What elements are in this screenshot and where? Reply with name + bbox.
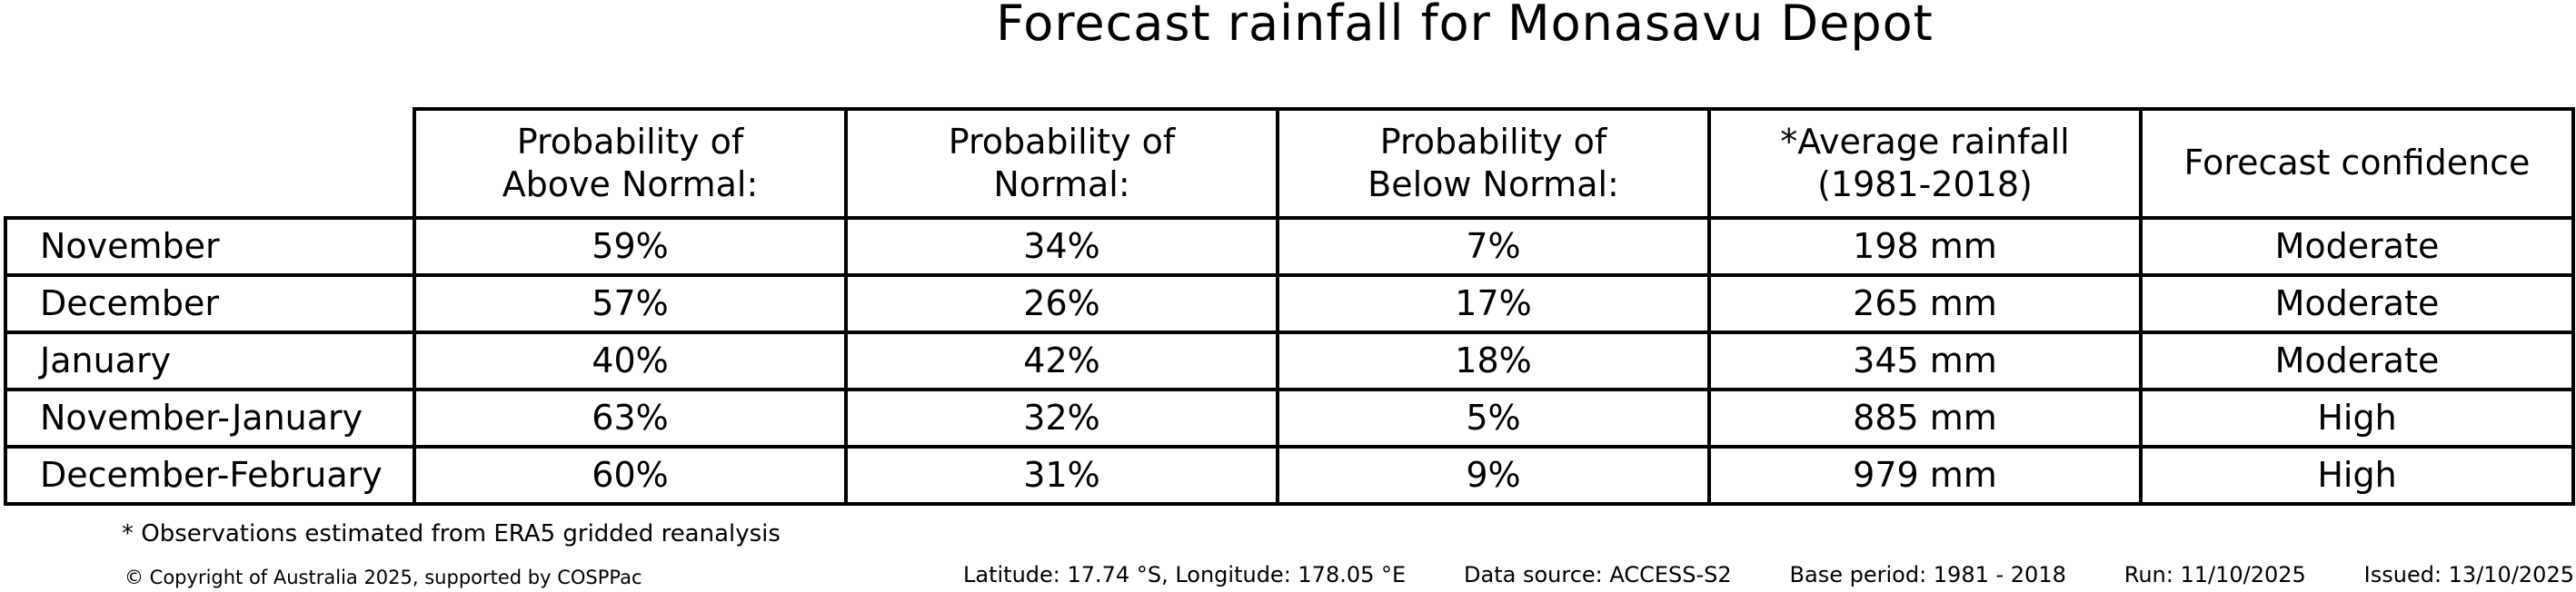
row-label: November — [4, 216, 416, 277]
info-bar: Latitude: 17.74 °S, Longitude: 178.05 °E… — [963, 562, 2574, 588]
cell-forecast-confidence: Moderate — [2139, 216, 2575, 277]
info-issued: Issued: 13/10/2025 — [2363, 562, 2574, 587]
cell-below-normal: 9% — [1276, 445, 1711, 506]
col-header-average-rainfall: *Average rainfall (1981-2018) — [1707, 107, 2143, 220]
cell-average-rainfall: 265 mm — [1707, 273, 2143, 334]
cell-above-normal: 57% — [413, 273, 848, 334]
figure-title: Forecast rainfall for Monasavu Depot — [996, 0, 1934, 52]
table-row: December-February 60% 31% 9% 979 mm High — [4, 445, 2575, 506]
cell-below-normal: 17% — [1276, 273, 1711, 334]
row-label: January — [4, 331, 416, 391]
cell-normal: 34% — [844, 216, 1279, 277]
table-row: December 57% 26% 17% 265 mm Moderate — [4, 273, 2575, 334]
row-label: December-February — [4, 445, 416, 506]
cell-forecast-confidence: Moderate — [2139, 331, 2575, 391]
table-row: November-January 63% 32% 5% 885 mm High — [4, 388, 2575, 449]
cell-below-normal: 5% — [1276, 388, 1711, 449]
cell-forecast-confidence: High — [2139, 445, 2575, 506]
col-header-forecast-confidence: Forecast confidence — [2139, 107, 2575, 220]
cell-average-rainfall: 979 mm — [1707, 445, 2143, 506]
forecast-table: Probability of Above Normal: Probability… — [4, 107, 2575, 506]
corner-cell — [5, 109, 414, 218]
cell-below-normal: 7% — [1276, 216, 1711, 277]
cell-normal: 26% — [844, 273, 1279, 334]
header-row: Probability of Above Normal: Probability… — [5, 107, 2575, 220]
info-data-source: Data source: ACCESS-S2 — [1464, 562, 1732, 587]
info-run: Run: 11/10/2025 — [2123, 562, 2306, 587]
cell-forecast-confidence: Moderate — [2139, 273, 2575, 334]
row-label: November-January — [4, 388, 416, 449]
footnote: * Observations estimated from ERA5 gridd… — [122, 520, 781, 548]
cell-normal: 32% — [844, 388, 1279, 449]
cell-above-normal: 60% — [413, 445, 848, 506]
cell-above-normal: 40% — [413, 331, 848, 391]
col-header-below-normal: Probability of Below Normal: — [1276, 107, 1711, 220]
copyright: © Copyright of Australia 2025, supported… — [124, 567, 642, 588]
cell-below-normal: 18% — [1276, 331, 1711, 391]
row-label: December — [4, 273, 416, 334]
table-row: November 59% 34% 7% 198 mm Moderate — [4, 216, 2575, 277]
cell-above-normal: 63% — [413, 388, 848, 449]
info-location: Latitude: 17.74 °S, Longitude: 178.05 °E — [963, 562, 1407, 587]
cell-average-rainfall: 198 mm — [1707, 216, 2143, 277]
cell-normal: 42% — [844, 331, 1279, 391]
cell-average-rainfall: 345 mm — [1707, 331, 2143, 391]
table-row: January 40% 42% 18% 345 mm Moderate — [4, 331, 2575, 391]
cell-above-normal: 59% — [413, 216, 848, 277]
cell-normal: 31% — [844, 445, 1279, 506]
info-base-period: Base period: 1981 - 2018 — [1789, 562, 2066, 587]
cell-average-rainfall: 885 mm — [1707, 388, 2143, 449]
cell-forecast-confidence: High — [2139, 388, 2575, 449]
col-header-normal: Probability of Normal: — [844, 107, 1279, 220]
col-header-above-normal: Probability of Above Normal: — [413, 107, 848, 220]
